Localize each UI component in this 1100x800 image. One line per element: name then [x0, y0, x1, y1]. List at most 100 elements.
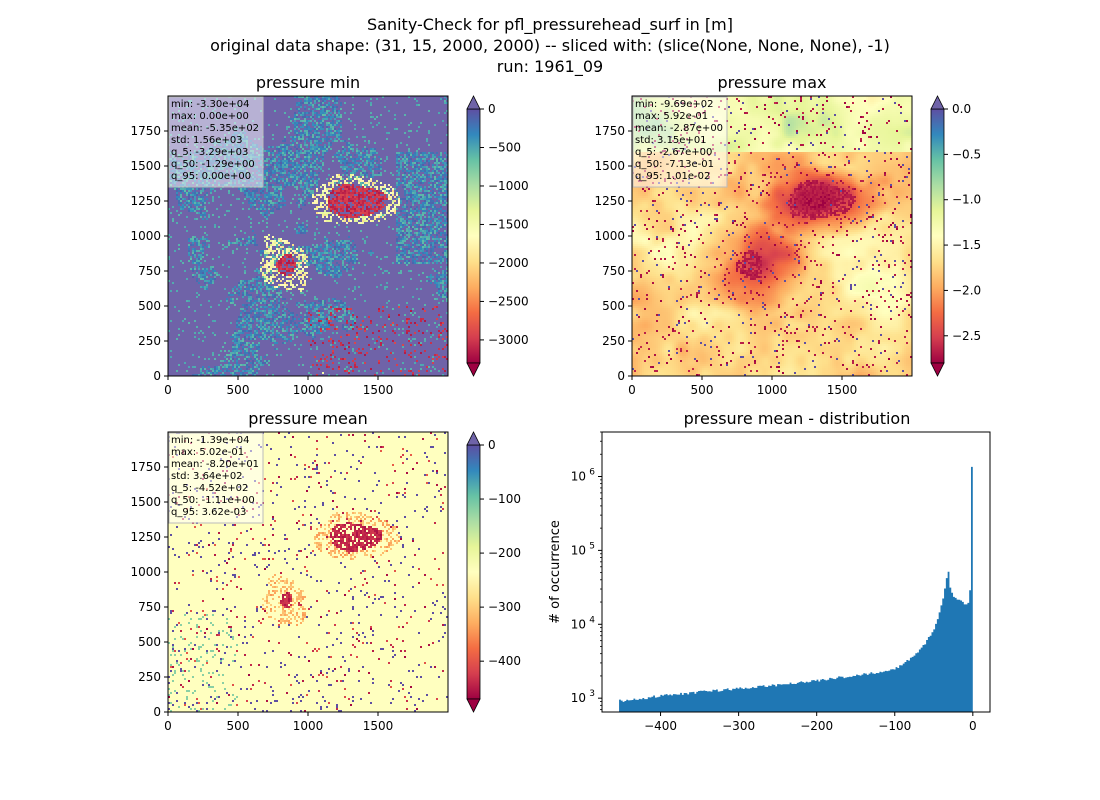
- stats-line: q_50: -1.11e+00: [171, 495, 255, 506]
- panel-title-pressure-min: pressure min: [255, 73, 361, 92]
- panel-title-pressure-max: pressure max: [717, 73, 827, 92]
- panel-title-distribution: pressure mean - distribution: [683, 409, 911, 428]
- colorbar-extend-max: [930, 95, 945, 110]
- stats-line: mean: -2.87e+00: [635, 123, 723, 134]
- stats-line: q_5: -2.67e+00: [635, 147, 712, 158]
- y-tick-label: 250: [138, 334, 161, 348]
- y-tick-exponent: 3: [589, 689, 595, 699]
- colorbar-extend-max: [466, 95, 481, 110]
- colorbar-tick-label: −200: [488, 546, 521, 560]
- colorbar-tick-label: 0: [488, 438, 496, 452]
- x-tick-label: 0: [628, 383, 636, 397]
- colorbar-extend-max: [466, 431, 481, 446]
- y-tick-label: 1500: [594, 159, 625, 173]
- y-tick-label: 1000: [130, 565, 161, 579]
- panel-title-pressure-mean: pressure mean: [248, 409, 368, 428]
- y-tick-label: 0: [153, 369, 161, 383]
- x-tick-label: 1000: [293, 719, 324, 733]
- y-tick-label: 500: [138, 299, 161, 313]
- colorbar-tick-label: −2.5: [952, 329, 981, 343]
- colorbar-pressure-min: [466, 108, 481, 364]
- figure-title-line-3: run: 1961_09: [496, 57, 604, 76]
- y-tick-label: 0: [153, 705, 161, 719]
- stats-box-pressure-min: [168, 96, 264, 188]
- y-tick-label: 0: [617, 369, 625, 383]
- colorbar-tick-label: −2000: [488, 256, 529, 270]
- y-tick-label: 1500: [130, 495, 161, 509]
- y-tick-exponent: 6: [589, 467, 595, 477]
- x-tick-label: 0: [164, 719, 172, 733]
- colorbar-tick-label: −2500: [488, 294, 529, 308]
- x-tick-label: 1000: [757, 383, 788, 397]
- x-tick-label: −200: [800, 719, 833, 733]
- y-tick-exponent: 4: [589, 615, 595, 625]
- x-tick-label: 1500: [827, 383, 858, 397]
- stats-line: std: 3.15e+01: [635, 135, 707, 146]
- y-tick-label: 500: [602, 299, 625, 313]
- x-tick-label: 500: [227, 383, 250, 397]
- colorbar-tick-label: −300: [488, 600, 521, 614]
- colorbar-pressure-max: [930, 108, 945, 364]
- y-tick-label: 750: [602, 264, 625, 278]
- y-tick-label: 10: [571, 543, 586, 557]
- y-tick-label: 1750: [130, 124, 161, 138]
- stats-line: min: -9.69e+02: [635, 99, 714, 110]
- colorbar-tick-label: −1500: [488, 217, 529, 231]
- x-tick-label: −300: [722, 719, 755, 733]
- colorbar-tick-label: 0: [488, 102, 496, 116]
- y-tick-label: 1750: [130, 460, 161, 474]
- y-tick-label: 1250: [594, 194, 625, 208]
- stats-line: q_95: 3.62e-03: [171, 507, 246, 518]
- colorbar-extend-min: [466, 362, 481, 377]
- x-tick-label: 500: [691, 383, 714, 397]
- y-tick-label: 10: [571, 691, 586, 705]
- stats-line: mean: -8.20e+01: [171, 459, 259, 470]
- figure-title-line-2: original data shape: (31, 15, 2000, 2000…: [210, 36, 890, 55]
- colorbar-tick-label: −1.5: [952, 238, 981, 252]
- y-tick-label: 1250: [130, 530, 161, 544]
- y-tick-label: 10: [571, 617, 586, 631]
- stats-line: mean: -5.35e+02: [171, 123, 259, 134]
- x-tick-label: 1500: [363, 719, 394, 733]
- colorbar-tick-label: −0.5: [952, 147, 981, 161]
- y-tick-label: 750: [138, 264, 161, 278]
- stats-line: q_95: 0.00e+00: [171, 171, 251, 182]
- colorbar-tick-label: −500: [488, 140, 521, 154]
- x-tick-label: 1500: [363, 383, 394, 397]
- x-tick-label: −400: [644, 719, 677, 733]
- y-tick-label: 250: [602, 334, 625, 348]
- y-tick-label: 750: [138, 600, 161, 614]
- x-tick-label: −100: [878, 719, 911, 733]
- colorbar-tick-label: −1000: [488, 179, 529, 193]
- x-tick-label: 0: [164, 383, 172, 397]
- y-tick-label: 500: [138, 635, 161, 649]
- y-tick-label: 10: [571, 469, 586, 483]
- stats-line: max: 0.00e+00: [171, 111, 249, 122]
- stats-line: q_95: 1.01e-02: [635, 171, 710, 182]
- stats-line: max: 5.02e-01: [171, 447, 244, 458]
- y-tick-label: 1500: [130, 159, 161, 173]
- y-tick-exponent: 5: [589, 541, 595, 551]
- colorbar-pressure-mean: [466, 444, 481, 700]
- colorbar-tick-label: −2.0: [952, 283, 981, 297]
- stats-line: std: 3.64e+02: [171, 471, 243, 482]
- colorbar-tick-label: −3000: [488, 333, 529, 347]
- colorbar-tick-label: −400: [488, 654, 521, 668]
- figure-title-line-1: Sanity-Check for pfl_pressurehead_surf i…: [367, 15, 733, 34]
- x-tick-label: 500: [227, 719, 250, 733]
- y-tick-label: 1750: [594, 124, 625, 138]
- colorbar-extend-min: [466, 698, 481, 713]
- stats-line: q_50: -7.13e-01: [635, 159, 714, 170]
- y-tick-label: 250: [138, 670, 161, 684]
- y-tick-label: 1000: [130, 229, 161, 243]
- colorbar-extend-min: [930, 362, 945, 377]
- x-tick-label: 1000: [293, 383, 324, 397]
- stats-line: min: -1.39e+04: [171, 435, 250, 446]
- stats-line: q_50: -1.29e+00: [171, 159, 255, 170]
- colorbar-tick-label: −100: [488, 492, 521, 506]
- x-tick-label: 0: [969, 719, 977, 733]
- stats-line: q_5: -3.29e+03: [171, 147, 248, 158]
- axes-frame-distribution: [601, 431, 991, 713]
- stats-line: max: 5.92e-01: [635, 111, 708, 122]
